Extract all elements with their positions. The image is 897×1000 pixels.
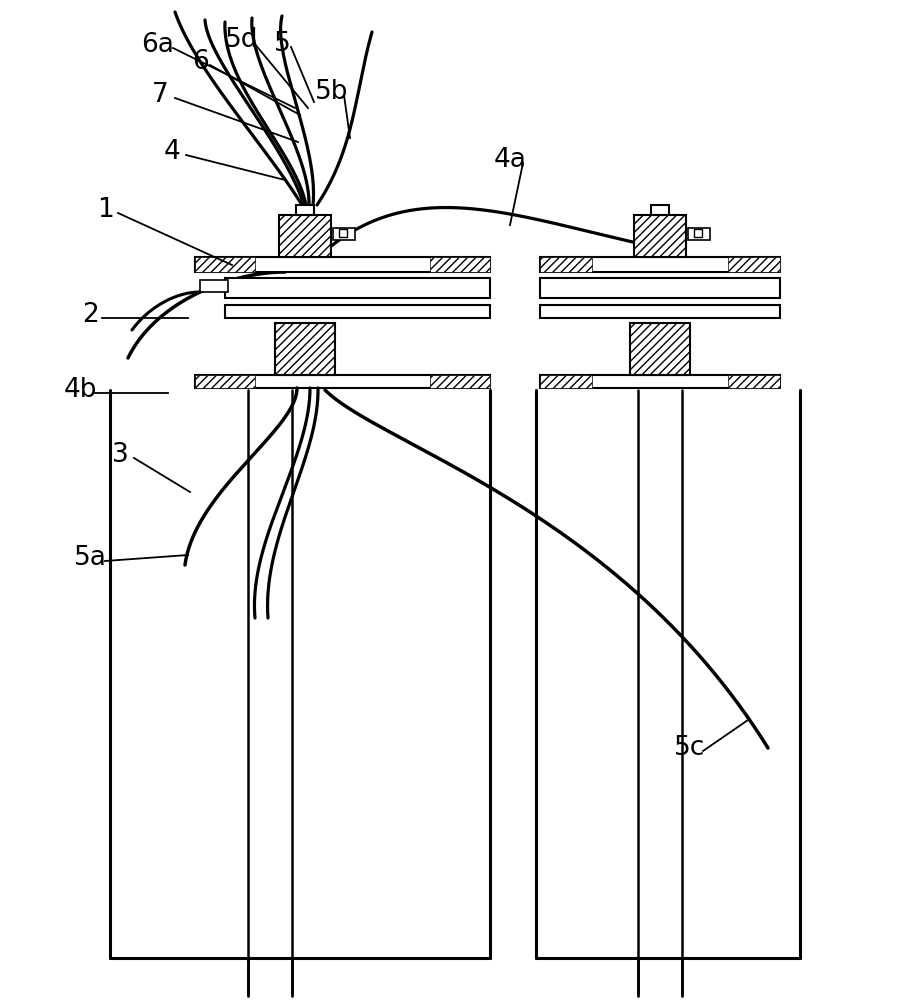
Bar [195, 375, 490, 388]
Text: 7: 7 [152, 82, 169, 108]
Bar [540, 278, 780, 298]
Bar [540, 375, 780, 388]
Bar [430, 375, 490, 388]
Text: 4b: 4b [64, 377, 97, 403]
Text: 5a: 5a [74, 545, 107, 571]
Bar [339, 229, 347, 237]
Bar [634, 215, 686, 257]
Bar [540, 375, 592, 388]
Text: 5c: 5c [675, 735, 706, 761]
Text: 1: 1 [97, 197, 113, 223]
Bar [540, 305, 780, 318]
Text: 5b: 5b [315, 79, 349, 105]
Text: 6: 6 [192, 49, 208, 75]
Text: 4a: 4a [493, 147, 527, 173]
Bar [688, 228, 710, 240]
Text: 5: 5 [274, 31, 291, 57]
Bar [333, 228, 355, 240]
Text: 5d: 5d [225, 27, 258, 53]
Bar [195, 375, 255, 388]
Bar [728, 375, 780, 388]
Bar [195, 257, 490, 272]
Bar [225, 278, 490, 298]
Bar [225, 305, 490, 318]
Text: 4: 4 [163, 139, 180, 165]
Bar [540, 257, 780, 272]
Bar [540, 257, 592, 272]
Bar [296, 205, 314, 215]
Bar [279, 215, 331, 257]
Bar [275, 323, 335, 375]
Bar [728, 257, 780, 272]
Bar [195, 257, 255, 272]
Bar [200, 280, 228, 292]
Text: 2: 2 [82, 302, 99, 328]
Bar [651, 205, 669, 215]
Bar [430, 257, 490, 272]
Text: 6a: 6a [142, 32, 174, 58]
Bar [694, 229, 702, 237]
Bar [630, 323, 690, 375]
Text: 3: 3 [111, 442, 128, 468]
